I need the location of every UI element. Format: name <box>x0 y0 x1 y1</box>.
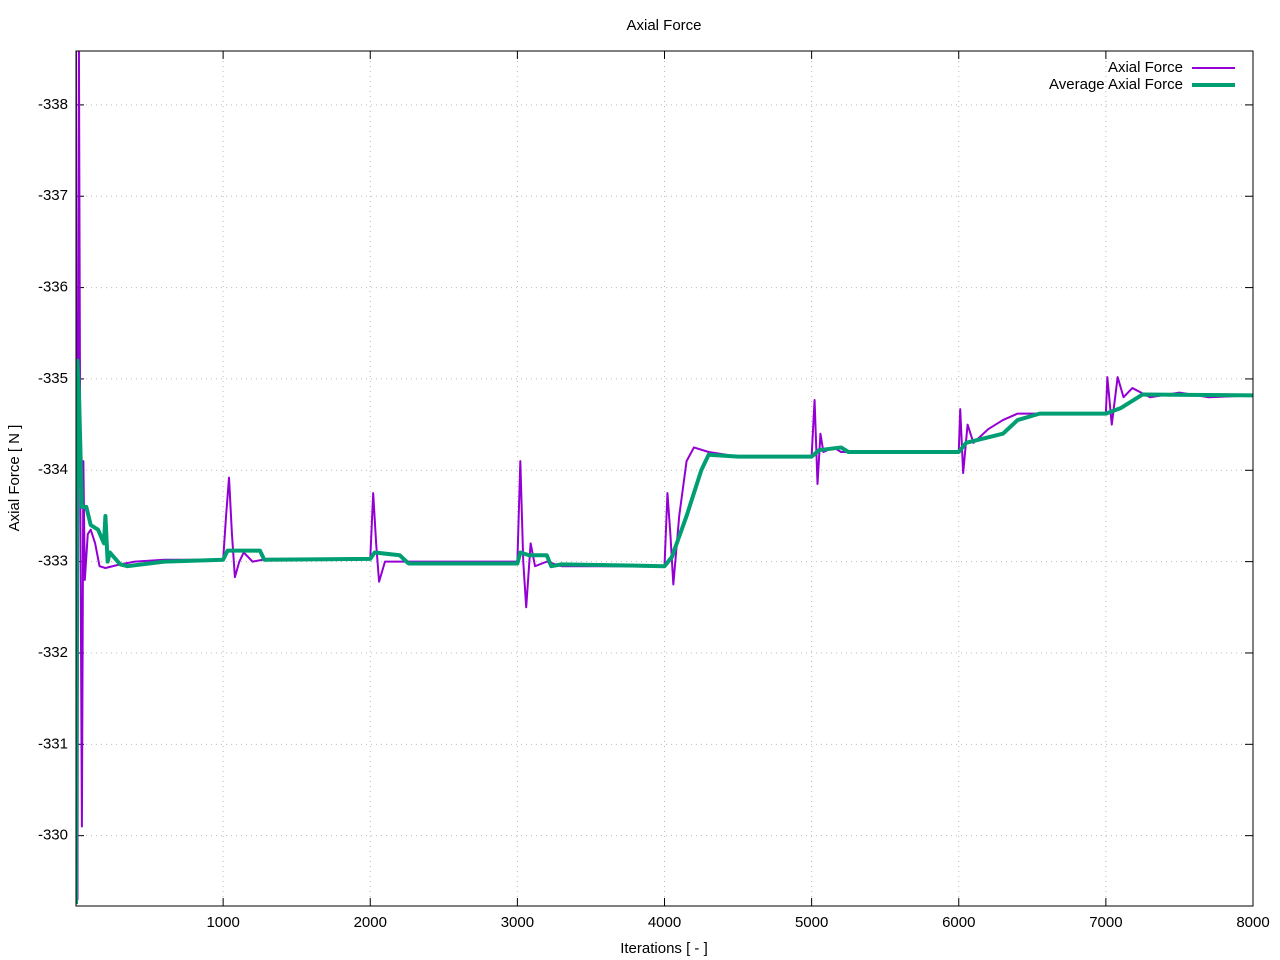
legend-label: Average Axial Force <box>1049 76 1183 93</box>
x-tick-label: 6000 <box>942 914 975 931</box>
chart-title: Axial Force <box>626 17 701 34</box>
y-tick-label: -337 <box>38 187 68 204</box>
y-tick-label: -332 <box>38 644 68 661</box>
y-tick-label: -336 <box>38 279 68 296</box>
x-tick-label: 2000 <box>354 914 387 931</box>
y-tick-label: -334 <box>38 461 68 478</box>
y-tick-label: -330 <box>38 827 68 844</box>
y-tick-label: -338 <box>38 96 68 113</box>
x-tick-label: 5000 <box>795 914 828 931</box>
plot-frame <box>75 50 1254 907</box>
x-tick-label: 4000 <box>648 914 681 931</box>
x-tick-label: 1000 <box>206 914 239 931</box>
grid: -338 -337 -336 -335 -334 -333 -332 -331 -330 1000… <box>38 51 1270 931</box>
y-axis-label: Axial Force [ N ] <box>6 425 23 532</box>
x-tick-label: 7000 <box>1089 914 1122 931</box>
y-tick-label: -333 <box>38 553 68 570</box>
y-tick-label: -335 <box>38 370 68 387</box>
y-tick-label: -331 <box>38 735 68 752</box>
x-tick-label: 3000 <box>501 914 534 931</box>
plot-area <box>76 51 1253 905</box>
legend-label: Axial Force <box>1108 59 1183 76</box>
x-tick-label: 8000 <box>1236 914 1269 931</box>
data-line <box>76 358 1253 905</box>
x-axis-label: Iterations [ - ] <box>620 940 708 957</box>
